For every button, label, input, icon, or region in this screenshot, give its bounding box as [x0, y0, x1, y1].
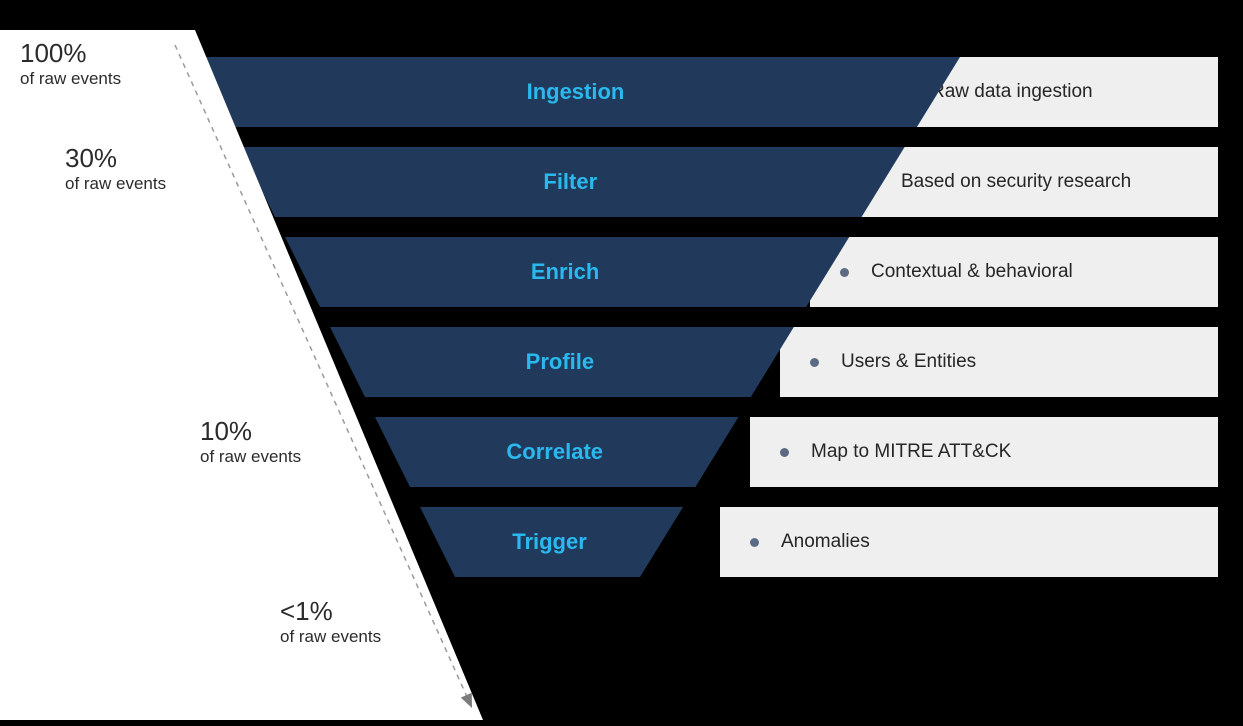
funnel-segment-ingestion	[195, 57, 960, 127]
pct-value: <1%	[280, 598, 381, 625]
desc-bar-enrich: Contextual & behavioral	[810, 237, 1218, 307]
funnel-label-enrich: Enrich	[303, 237, 828, 307]
pct-label-2: 10%of raw events	[200, 418, 301, 468]
pct-sub: of raw events	[65, 174, 166, 194]
desc-bar-filter: Based on security research	[840, 147, 1218, 217]
desc-bar-trigger: Anomalies	[720, 507, 1218, 577]
pct-sub: of raw events	[20, 69, 121, 89]
funnel-label-trigger: Trigger	[438, 507, 662, 577]
pct-value: 100%	[20, 40, 121, 67]
desc-bar-correlate: Map to MITRE ATT&CK	[750, 417, 1218, 487]
bullet-dot-icon	[840, 268, 849, 277]
desc-text: Map to MITRE ATT&CK	[811, 441, 1011, 463]
pct-sub: of raw events	[200, 447, 301, 467]
pct-label-3: <1%of raw events	[280, 598, 381, 648]
funnel-label-correlate: Correlate	[393, 417, 717, 487]
funnel-label-profile: Profile	[348, 327, 773, 397]
funnel-segment-trigger	[420, 507, 683, 577]
funnel-label-ingestion: Ingestion	[213, 57, 939, 127]
desc-text: Anomalies	[781, 531, 870, 553]
funnel-segment-enrich	[285, 237, 849, 307]
desc-text: Users & Entities	[841, 351, 976, 373]
bullet-dot-icon	[900, 88, 909, 97]
funnel-segment-profile	[330, 327, 794, 397]
funnel-diagram: Raw data ingestion Based on security rese…	[0, 0, 1243, 726]
funnel-label-filter: Filter	[258, 147, 884, 217]
pct-value: 10%	[200, 418, 301, 445]
funnel-segment-correlate	[375, 417, 738, 487]
desc-text: Based on security research	[901, 171, 1131, 193]
bullet-dot-icon	[810, 358, 819, 367]
bullet-dot-icon	[870, 178, 879, 187]
pct-label-1: 30%of raw events	[65, 145, 166, 195]
pct-label-0: 100%of raw events	[20, 40, 121, 90]
desc-bar-profile: Users & Entities	[780, 327, 1218, 397]
arrow-down-icon	[461, 693, 472, 708]
desc-text: Raw data ingestion	[931, 81, 1093, 103]
bullet-dot-icon	[780, 448, 789, 457]
desc-text: Contextual & behavioral	[871, 261, 1073, 283]
desc-bar-ingestion: Raw data ingestion	[870, 57, 1218, 127]
pct-value: 30%	[65, 145, 166, 172]
bullet-dot-icon	[750, 538, 759, 547]
pct-sub: of raw events	[280, 627, 381, 647]
funnel-segment-filter	[240, 147, 905, 217]
left-panel-shape	[0, 30, 483, 720]
